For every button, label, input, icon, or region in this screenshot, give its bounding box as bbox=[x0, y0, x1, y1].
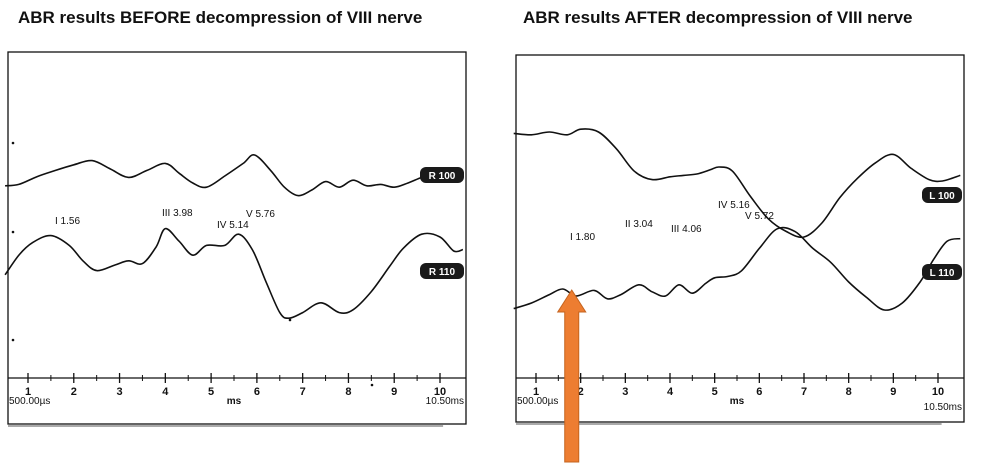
before-x-tick-label: 10 bbox=[434, 386, 446, 398]
before-x-tick-label: 5 bbox=[208, 386, 214, 398]
after-trace-tag: L 100 bbox=[922, 187, 962, 203]
before-trace-tag: R 110 bbox=[420, 263, 464, 279]
after-trace-l-110 bbox=[513, 226, 961, 311]
before-peak-label: III 3.98 bbox=[162, 208, 193, 219]
before-trace-r-110 bbox=[4, 227, 464, 320]
before-scan-dot bbox=[370, 383, 374, 387]
before-x-axis-label: ms bbox=[227, 396, 242, 407]
before-scan-dot bbox=[11, 141, 15, 145]
after-chart-title: ABR results AFTER decompression of VIII … bbox=[523, 8, 913, 27]
before-trace-tag-label: R 110 bbox=[429, 267, 456, 278]
before-scan-dot bbox=[11, 230, 15, 234]
after-peak-label: V 5.72 bbox=[745, 211, 774, 222]
before-scan-dot bbox=[288, 318, 292, 322]
after-plot-frame bbox=[515, 54, 965, 423]
before-scan-dot bbox=[11, 338, 15, 342]
after-x-tick-label: 8 bbox=[846, 386, 852, 398]
before-x-tick-label: 6 bbox=[254, 386, 260, 398]
before-peak-label: V 5.76 bbox=[246, 209, 275, 220]
after-trace-l-100 bbox=[513, 128, 961, 239]
after-trace-tag-label: L 110 bbox=[930, 268, 955, 279]
after-x-tick-label: 5 bbox=[712, 386, 718, 398]
before-chart-title: ABR results BEFORE decompression of VIII… bbox=[18, 8, 423, 27]
after-x-end-label: 10.50ms bbox=[924, 402, 962, 413]
after-highlight-arrow bbox=[556, 289, 587, 463]
before-x-tick-label: 4 bbox=[162, 386, 169, 398]
after-trace-tag: L 110 bbox=[922, 264, 962, 280]
before-peak-label: I 1.56 bbox=[55, 216, 80, 227]
before-peak-label: IV 5.14 bbox=[217, 220, 249, 231]
after-x-tick-label: 3 bbox=[622, 386, 628, 398]
before-x-tick-label: 1 bbox=[25, 386, 31, 398]
before-trace-tag: R 100 bbox=[420, 167, 464, 183]
before-x-tick-label: 9 bbox=[391, 386, 397, 398]
before-x-tick-label: 7 bbox=[300, 386, 306, 398]
after-arrow-shape bbox=[556, 289, 587, 463]
after-x-tick-label: 2 bbox=[578, 386, 584, 398]
before-x-tick-label: 8 bbox=[345, 386, 351, 398]
after-peak-label: III 4.06 bbox=[671, 224, 702, 235]
after-x-tick-label: 6 bbox=[756, 386, 762, 398]
after-trace-tag-label: L 100 bbox=[929, 191, 955, 202]
before-plot-frame bbox=[7, 51, 467, 425]
after-peak-label: I 1.80 bbox=[570, 232, 595, 243]
before-x-end-label: 10.50ms bbox=[426, 396, 464, 407]
after-x-start-label: 500.00µs bbox=[517, 396, 558, 407]
before-trace-r-100 bbox=[5, 154, 464, 197]
before-trace-tag-label: R 100 bbox=[429, 171, 456, 182]
after-x-axis-label: ms bbox=[730, 396, 745, 407]
after-x-tick-label: 7 bbox=[801, 386, 807, 398]
after-x-tick-label: 10 bbox=[932, 386, 944, 398]
after-peak-label: II 3.04 bbox=[625, 219, 653, 230]
after-x-tick-label: 9 bbox=[890, 386, 896, 398]
after-x-tick-label: 1 bbox=[533, 386, 539, 398]
after-x-tick-label: 4 bbox=[667, 386, 674, 398]
before-x-start-label: 500.00µs bbox=[9, 396, 50, 407]
before-x-tick-label: 3 bbox=[116, 386, 122, 398]
before-x-tick-label: 2 bbox=[71, 386, 77, 398]
after-peak-label: IV 5.16 bbox=[718, 200, 750, 211]
